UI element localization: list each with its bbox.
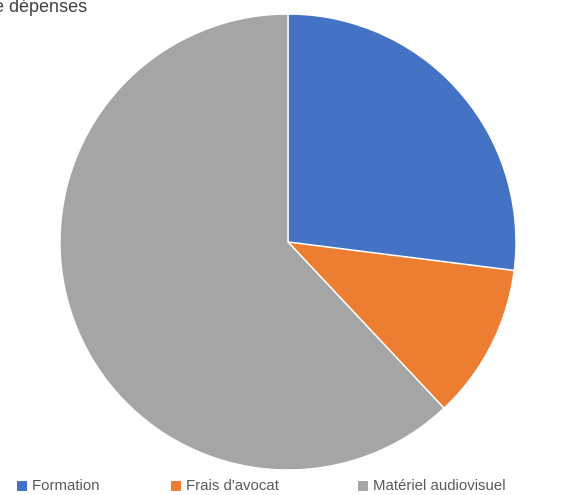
pie-chart xyxy=(0,0,579,477)
legend-item-materiel-audiovisuel: Matériel audiovisuel xyxy=(358,477,506,495)
legend-item-frais-avocat: Frais d'avocat xyxy=(171,477,279,495)
legend-label-formation: Formation xyxy=(32,477,100,495)
legend-swatch-frais-avocat xyxy=(171,481,181,491)
chart-legend: Formation Frais d'avocat Matériel audiov… xyxy=(0,477,579,495)
pie-slice-formation xyxy=(288,14,516,271)
legend-label-frais-avocat: Frais d'avocat xyxy=(186,477,279,495)
legend-label-materiel-audiovisuel: Matériel audiovisuel xyxy=(373,477,506,495)
legend-item-formation: Formation xyxy=(17,477,100,495)
legend-swatch-materiel-audiovisuel xyxy=(358,481,368,491)
legend-swatch-formation xyxy=(17,481,27,491)
